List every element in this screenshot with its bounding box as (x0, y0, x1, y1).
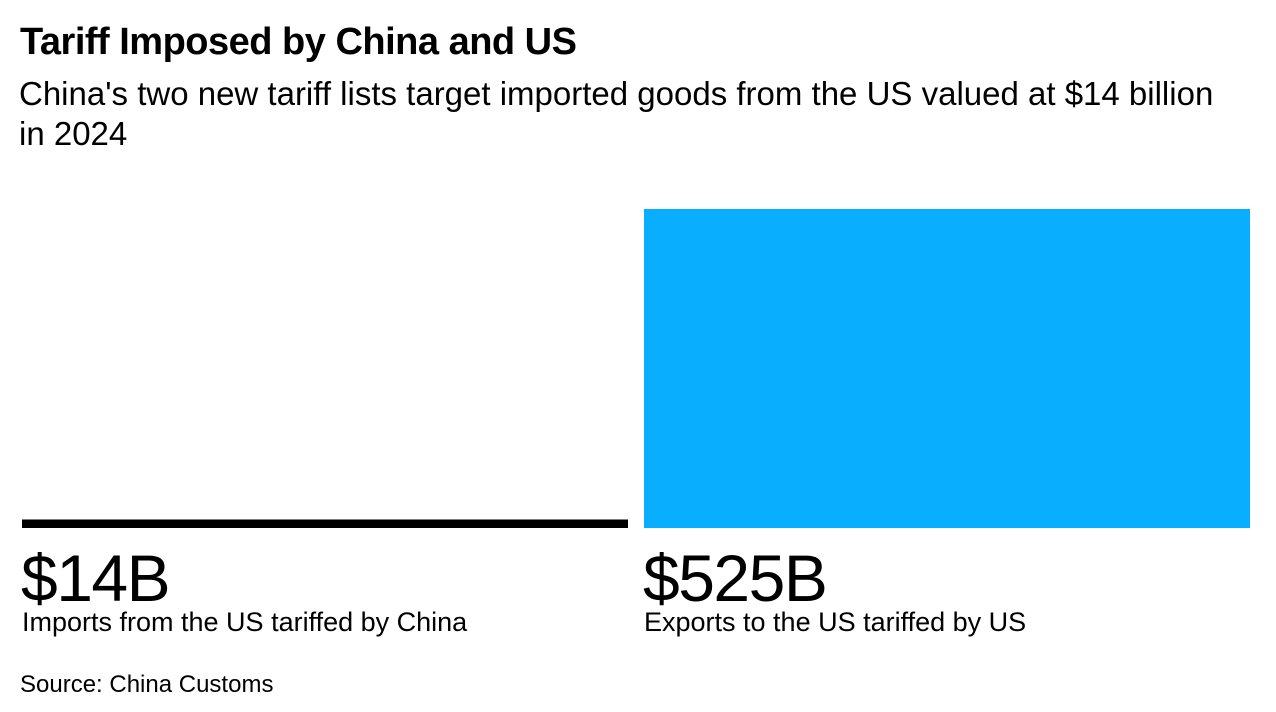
chart-title: Tariff Imposed by China and US (20, 21, 577, 63)
bar-category-label-exports: Exports to the US tariffed by US (644, 607, 1027, 637)
bar-category-label-imports: Imports from the US tariffed by China (22, 607, 468, 637)
bar-value-label-exports: $525B (643, 541, 828, 615)
bar-exports (644, 209, 1250, 528)
bar-imports (22, 519, 628, 528)
bar-value-label-imports: $14B (21, 541, 171, 615)
source-note: Source: China Customs (20, 671, 274, 698)
chart-subtitle: China's two new tariff lists target impo… (19, 75, 1214, 152)
